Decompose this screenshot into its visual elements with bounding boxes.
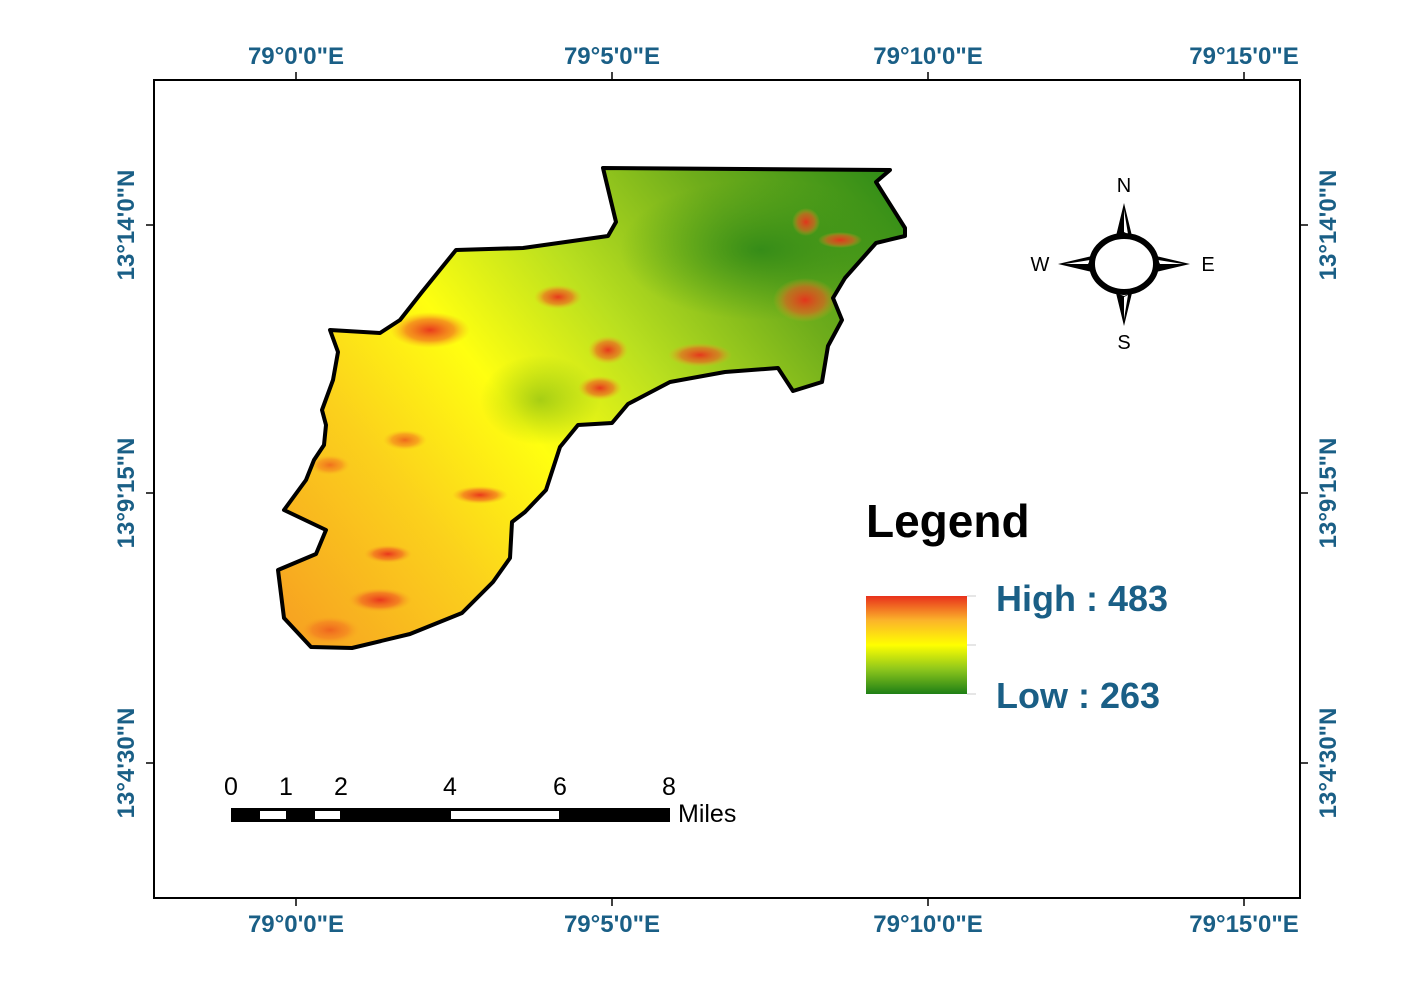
longitude-label-bottom: 79°0'0"E xyxy=(248,911,344,938)
longitude-label-bottom: 79°15'0"E xyxy=(1189,911,1298,938)
compass-icon xyxy=(1058,203,1190,326)
north-arrow: N S W E xyxy=(1031,175,1215,354)
compass-s-label: S xyxy=(1117,332,1130,354)
latitude-label-right: 13°4'30"N xyxy=(1315,708,1342,819)
scale-tick-label: 0 xyxy=(224,773,238,801)
legend-low-label: Low : 263 xyxy=(996,675,1160,716)
scale-tick-label: 1 xyxy=(279,773,293,801)
scale-unit-label: Miles xyxy=(678,800,736,828)
compass-n-label: N xyxy=(1117,175,1131,197)
latitude-label-left: 13°9'15"N xyxy=(113,438,140,549)
longitude-label-top: 79°0'0"E xyxy=(248,43,344,70)
scale-bar: 0 1 2 4 6 8 Miles xyxy=(224,773,736,828)
legend-color-ramp xyxy=(866,596,967,694)
longitude-label-bottom: 79°5'0"E xyxy=(564,911,660,938)
legend-title: Legend xyxy=(866,495,1030,547)
longitude-label-top: 79°5'0"E xyxy=(564,43,660,70)
legend: Legend High : 483 Low : 263 xyxy=(866,495,1168,716)
scale-tick-label: 8 xyxy=(662,773,676,801)
region-boundary xyxy=(276,166,907,650)
scale-tick-label: 4 xyxy=(443,773,457,801)
compass-w-label: W xyxy=(1031,254,1050,276)
longitude-label-bottom: 79°10'0"E xyxy=(873,911,982,938)
compass-e-label: E xyxy=(1201,254,1214,276)
graticule-ticks xyxy=(146,72,1308,906)
longitude-label-top: 79°15'0"E xyxy=(1189,43,1298,70)
scale-tick-label: 2 xyxy=(334,773,348,801)
legend-high-label: High : 483 xyxy=(996,578,1168,619)
latitude-label-right: 13°9'15"N xyxy=(1315,438,1342,549)
latitude-label-right: 13°14'0"N xyxy=(1315,170,1342,281)
longitude-label-top: 79°10'0"E xyxy=(873,43,982,70)
scale-tick-label: 6 xyxy=(553,773,567,801)
latitude-label-left: 13°14'0"N xyxy=(113,170,140,281)
latitude-label-left: 13°4'30"N xyxy=(113,708,140,819)
